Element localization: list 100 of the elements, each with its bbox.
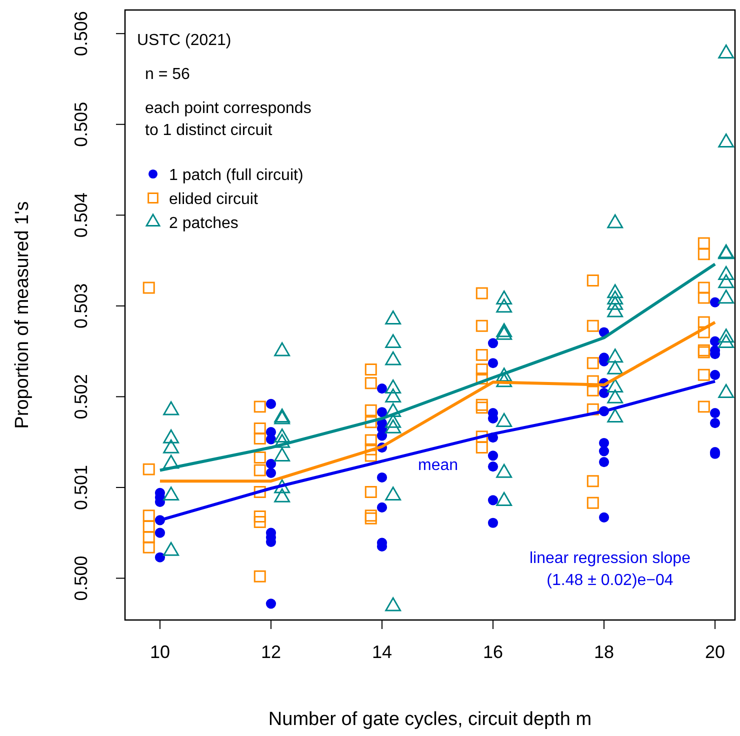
point (364, 416, 377, 428)
point (710, 408, 720, 418)
point (142, 510, 155, 522)
point (710, 297, 720, 308)
point (266, 434, 276, 444)
point (598, 446, 610, 456)
y-tick-label: 0.505 (71, 102, 91, 147)
point (586, 375, 599, 388)
point (698, 368, 710, 381)
point (364, 486, 377, 498)
point (710, 370, 720, 380)
point (586, 320, 599, 332)
point (364, 510, 377, 522)
point (364, 363, 377, 376)
point (376, 383, 388, 394)
point (154, 552, 166, 562)
point (710, 336, 720, 346)
x-tick-label: 12 (260, 642, 281, 662)
point (142, 463, 155, 476)
point (364, 404, 377, 416)
point (266, 398, 276, 409)
point (254, 570, 266, 582)
point (142, 531, 155, 544)
x-tick-label: 14 (372, 642, 392, 662)
point (698, 326, 710, 338)
annotation: mean (418, 457, 458, 474)
point (364, 450, 377, 462)
x-tick-label: 16 (482, 642, 504, 662)
point (710, 418, 720, 428)
point (376, 502, 388, 512)
point (698, 248, 710, 260)
point (154, 528, 166, 538)
point (598, 457, 610, 468)
point (476, 372, 488, 385)
point (254, 452, 266, 464)
y-tick-label: 0.500 (71, 556, 91, 601)
point (142, 541, 155, 554)
point (376, 430, 388, 441)
point (476, 348, 488, 361)
y-tick-label: 0.504 (71, 192, 91, 238)
point (254, 400, 266, 413)
point (586, 403, 599, 416)
point (586, 357, 599, 370)
point (488, 495, 498, 506)
point (586, 496, 599, 509)
point (586, 475, 599, 488)
point (364, 512, 377, 524)
point (598, 512, 610, 522)
legend-label: 2 patches (169, 215, 238, 232)
point (476, 402, 488, 414)
point (586, 274, 599, 286)
annotation: n = 56 (145, 66, 190, 83)
point (364, 434, 377, 446)
point (476, 320, 488, 332)
annotation: each point corresponds to 1 distinct circuit (145, 100, 312, 139)
point (476, 442, 488, 454)
point (254, 516, 266, 528)
point (488, 450, 498, 461)
legend-label: elided circuit (169, 191, 258, 208)
point (598, 438, 610, 448)
point (364, 377, 377, 390)
point (254, 510, 266, 523)
point (698, 292, 710, 304)
y-tick-label: 0.501 (71, 464, 91, 510)
point (254, 422, 266, 434)
point (476, 430, 488, 443)
point (142, 520, 155, 532)
point (376, 472, 388, 483)
y-tick-label: 0.502 (71, 374, 91, 420)
point (698, 316, 710, 328)
point (698, 237, 710, 250)
legend-label: 1 patch (full circuit) (169, 167, 304, 184)
point (698, 282, 710, 294)
x-tick-label: 20 (705, 642, 726, 662)
line-series (158, 262, 717, 472)
point (266, 458, 276, 469)
point (698, 400, 710, 413)
point (476, 363, 488, 376)
point (142, 282, 155, 294)
point (364, 443, 377, 456)
annotation: USTC (2021) (137, 32, 232, 49)
point (254, 486, 266, 498)
line-series (158, 320, 717, 483)
y-axis-title: Proportion of measured 1's (12, 201, 33, 429)
point (598, 388, 610, 398)
point (488, 462, 498, 472)
x-axis-title: Number of gate cycles, circuit depth m (268, 709, 592, 730)
x-tick-label: 18 (594, 642, 614, 662)
annotation: linear regression slope (1.48 ± 0.02)e−04 (530, 550, 691, 589)
point (254, 432, 266, 444)
point (254, 464, 266, 476)
point (488, 338, 498, 348)
x-tick-label: 10 (150, 642, 170, 662)
point (488, 358, 498, 368)
point (266, 468, 276, 478)
point (476, 398, 488, 411)
y-tick-label: 0.503 (71, 283, 91, 328)
point (266, 598, 276, 609)
point (376, 407, 388, 418)
point (488, 518, 498, 528)
